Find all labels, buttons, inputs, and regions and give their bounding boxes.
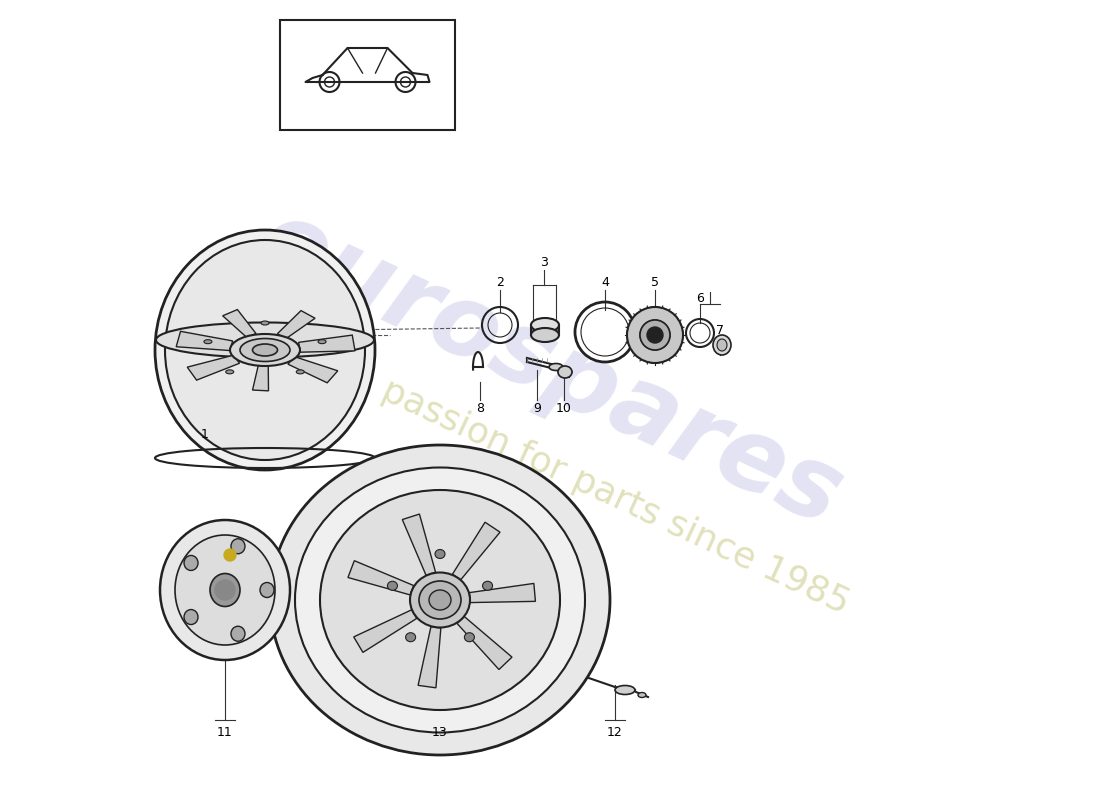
Ellipse shape (464, 633, 474, 642)
Ellipse shape (531, 328, 559, 342)
Ellipse shape (260, 582, 274, 598)
Ellipse shape (615, 686, 635, 694)
Ellipse shape (410, 573, 470, 627)
Polygon shape (418, 626, 441, 688)
Text: 3: 3 (540, 257, 548, 270)
Ellipse shape (210, 574, 240, 606)
Ellipse shape (270, 445, 610, 755)
Polygon shape (354, 610, 417, 652)
Ellipse shape (204, 340, 212, 344)
Ellipse shape (419, 581, 461, 619)
Text: 7: 7 (716, 323, 724, 337)
Circle shape (224, 549, 236, 561)
Text: 8: 8 (476, 402, 484, 414)
Text: 2: 2 (496, 275, 504, 289)
Ellipse shape (155, 230, 375, 470)
Ellipse shape (713, 335, 732, 355)
Text: 9: 9 (534, 402, 541, 414)
Ellipse shape (231, 538, 245, 554)
Ellipse shape (627, 307, 683, 363)
Ellipse shape (549, 363, 563, 370)
Ellipse shape (160, 520, 290, 660)
Polygon shape (452, 522, 500, 580)
Ellipse shape (261, 321, 270, 325)
Ellipse shape (387, 582, 397, 590)
Ellipse shape (230, 334, 300, 366)
Text: 6: 6 (696, 291, 704, 305)
Polygon shape (277, 310, 315, 338)
Bar (280, 20, 455, 130)
Ellipse shape (406, 633, 416, 642)
Circle shape (627, 307, 683, 363)
Ellipse shape (295, 467, 585, 733)
Ellipse shape (717, 339, 727, 351)
Ellipse shape (640, 320, 670, 350)
Text: a passion for parts since 1985: a passion for parts since 1985 (345, 359, 855, 621)
Text: 13: 13 (432, 726, 448, 738)
Ellipse shape (320, 490, 560, 710)
Polygon shape (288, 357, 338, 382)
Text: 1: 1 (201, 429, 209, 442)
Ellipse shape (531, 318, 559, 332)
Ellipse shape (156, 322, 374, 358)
Ellipse shape (638, 693, 646, 698)
Polygon shape (348, 561, 414, 595)
Ellipse shape (434, 550, 446, 558)
Text: 11: 11 (217, 726, 233, 738)
Ellipse shape (253, 344, 277, 356)
Text: 4: 4 (601, 275, 609, 289)
Ellipse shape (429, 590, 451, 610)
Ellipse shape (226, 370, 233, 374)
Polygon shape (253, 366, 268, 391)
Ellipse shape (558, 366, 572, 378)
Polygon shape (176, 331, 233, 350)
Ellipse shape (240, 338, 290, 362)
Text: 12: 12 (607, 726, 623, 738)
Circle shape (647, 327, 663, 343)
Polygon shape (298, 335, 355, 352)
Circle shape (214, 580, 235, 600)
Ellipse shape (318, 340, 326, 344)
Circle shape (640, 320, 670, 350)
Text: 10: 10 (557, 402, 572, 414)
Polygon shape (458, 617, 512, 670)
Ellipse shape (231, 626, 245, 642)
Polygon shape (470, 583, 536, 602)
Polygon shape (403, 514, 436, 575)
Ellipse shape (184, 555, 198, 570)
Text: 5: 5 (651, 275, 659, 289)
Text: eurospares: eurospares (243, 192, 857, 548)
Ellipse shape (483, 582, 493, 590)
Ellipse shape (175, 535, 275, 645)
Polygon shape (222, 310, 256, 338)
Ellipse shape (296, 370, 305, 374)
Ellipse shape (165, 240, 365, 460)
Polygon shape (187, 355, 240, 380)
Ellipse shape (184, 610, 198, 625)
